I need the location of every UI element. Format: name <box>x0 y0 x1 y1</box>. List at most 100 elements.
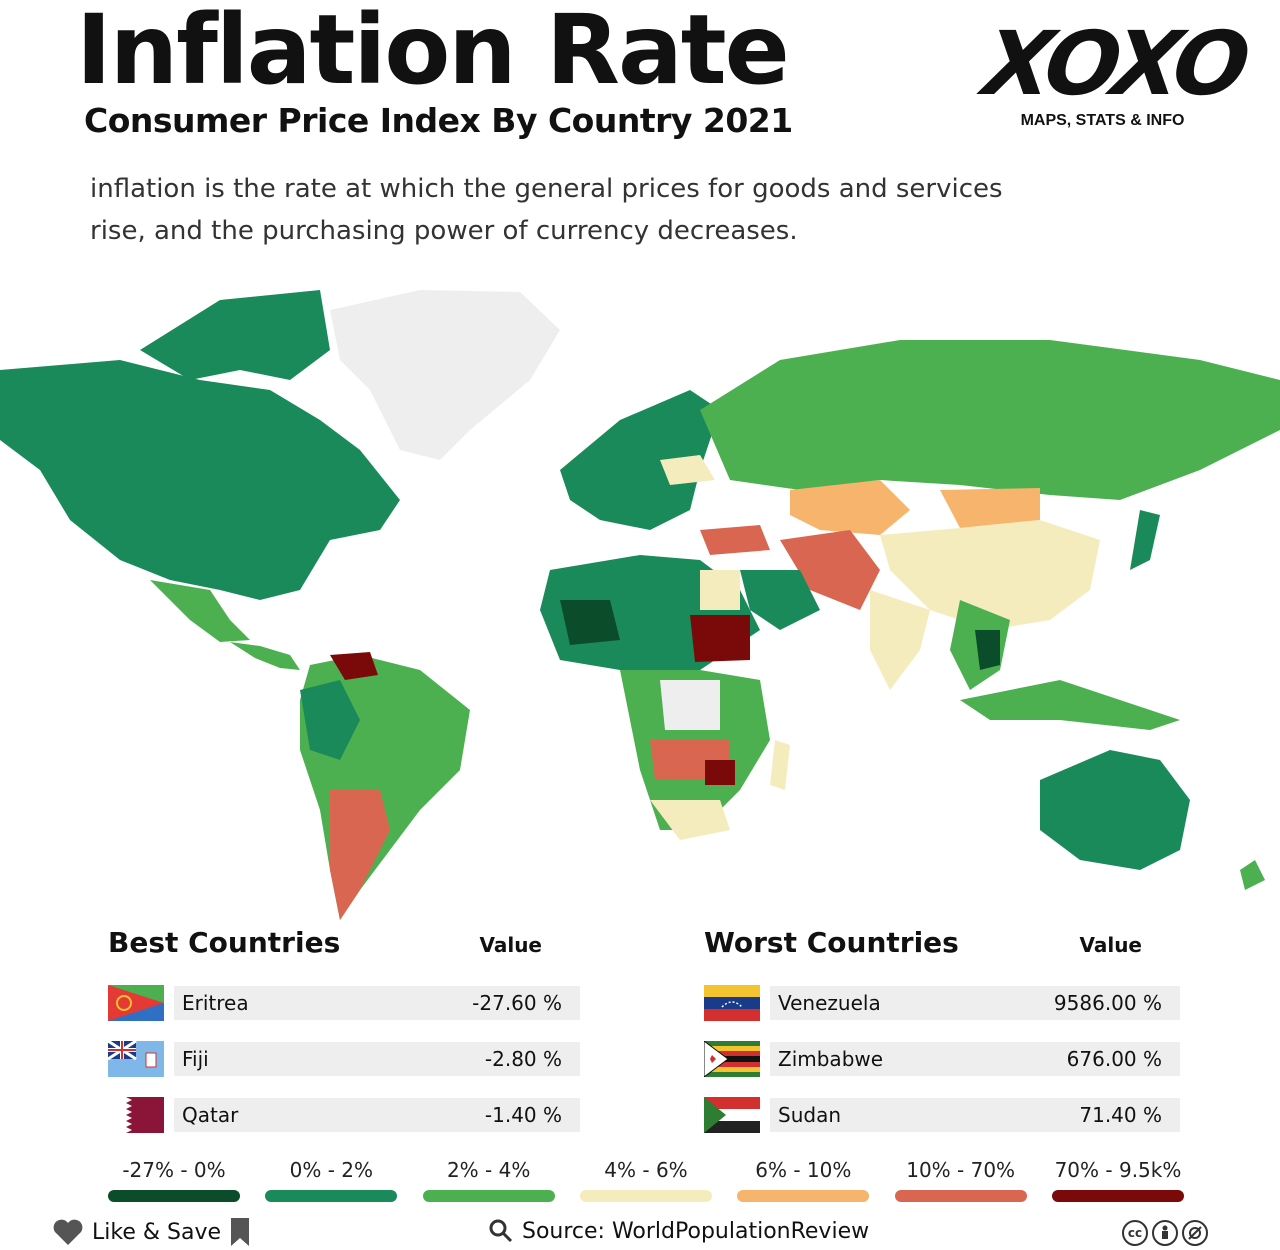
brand-tagline: MAPS, STATS & INFO <box>1020 112 1185 129</box>
zimbabwe <box>705 760 735 785</box>
legend-label: 6% - 10% <box>755 1158 852 1182</box>
worst-countries-table: Worst Countries Value Venezuela 9586.00 … <box>704 926 1180 1134</box>
zimbabwe-flag <box>704 1041 760 1077</box>
legend-label: -27% - 0% <box>122 1158 226 1182</box>
india <box>870 590 930 690</box>
page-subtitle: Consumer Price Index By Country 2021 <box>84 101 793 140</box>
worst-country-value: 71.40 % <box>1079 1103 1162 1127</box>
map-legend: -27% - 0% 0% - 2% 2% - 4% 4% - 6% 6% - 1… <box>108 1158 1184 1202</box>
table-row: Qatar -1.40 % <box>108 1096 580 1134</box>
iran <box>780 530 880 610</box>
russia <box>700 340 1280 500</box>
legend-label: 4% - 6% <box>604 1158 688 1182</box>
legend-label: 70% - 9.5k% <box>1054 1158 1182 1182</box>
brand-logo: XOXO <box>977 12 1253 115</box>
legend-swatch <box>422 1190 555 1202</box>
argentina <box>330 790 390 920</box>
worst-value-header: Value <box>1079 933 1142 957</box>
description-text: inflation is the rate at which the gener… <box>90 174 1003 246</box>
central-america <box>230 642 300 670</box>
west-africa-dark <box>560 600 620 645</box>
page-title: Inflation Rate <box>76 0 790 106</box>
legend-label: 2% - 4% <box>446 1158 531 1182</box>
legend-swatch <box>1051 1190 1184 1202</box>
best-country-value: -1.40 % <box>484 1103 562 1127</box>
search-icon <box>489 1219 513 1243</box>
thailand <box>975 630 1000 670</box>
legend-item: 10% - 70% <box>894 1158 1027 1202</box>
best-countries-title: Best Countries <box>108 926 341 959</box>
europe <box>560 390 720 530</box>
japan <box>1130 510 1160 570</box>
footer: Like & Save Source: WorldPopulationRevie… <box>0 1216 1280 1250</box>
best-country-name: Eritrea <box>182 991 249 1015</box>
legend-item: 0% - 2% <box>265 1158 398 1202</box>
legend-label: 10% - 70% <box>906 1158 1016 1182</box>
new-zealand <box>1240 860 1265 890</box>
table-row: Sudan 71.40 % <box>704 1096 1180 1134</box>
kazakhstan <box>790 480 910 535</box>
north-america <box>0 360 400 600</box>
saudi-arabia <box>740 570 820 630</box>
legend-item: 70% - 9.5k% <box>1051 1158 1184 1202</box>
legend-swatch <box>265 1190 398 1202</box>
legend-item: 2% - 4% <box>422 1158 555 1202</box>
license-icons: cc <box>1122 1220 1208 1246</box>
legend-item: 6% - 10% <box>737 1158 870 1202</box>
canada-islands <box>140 290 330 380</box>
worst-country-name: Venezuela <box>778 991 881 1015</box>
best-country-name: Fiji <box>182 1047 209 1071</box>
fiji-flag <box>108 1041 164 1077</box>
legend-label: 0% - 2% <box>289 1158 374 1182</box>
worst-country-name: Sudan <box>778 1103 841 1127</box>
legend-swatch <box>108 1190 240 1202</box>
turkey <box>700 525 770 555</box>
legend-item: -27% - 0% <box>108 1158 240 1202</box>
qatar-flag <box>108 1097 164 1133</box>
china <box>880 520 1100 630</box>
best-country-value: -2.80 % <box>484 1047 562 1071</box>
sudan <box>690 615 750 662</box>
venezuela <box>330 652 378 680</box>
source-text: Source: WorldPopulationReview <box>522 1218 870 1244</box>
mexico <box>150 580 250 642</box>
table-row: Fiji -2.80 % <box>108 1040 580 1078</box>
australia <box>1040 750 1190 870</box>
legend-item: 4% - 6% <box>579 1158 712 1202</box>
worst-country-value: 9586.00 % <box>1053 991 1162 1015</box>
worst-country-name: Zimbabwe <box>778 1047 884 1071</box>
table-row: Zimbabwe 676.00 % <box>704 1040 1180 1078</box>
legend-swatch <box>894 1190 1027 1202</box>
worst-country-value: 676.00 % <box>1066 1047 1162 1071</box>
egypt <box>700 570 740 610</box>
heart-icon <box>53 1219 83 1245</box>
eritrea-flag <box>108 985 164 1021</box>
best-value-header: Value <box>479 933 542 957</box>
legend-swatch <box>737 1190 870 1202</box>
sudan-flag <box>704 1097 760 1133</box>
best-country-name: Qatar <box>182 1103 239 1127</box>
mongolia <box>940 488 1040 528</box>
world-map <box>0 290 1280 920</box>
greenland <box>330 290 560 460</box>
worst-countries-title: Worst Countries <box>704 926 959 959</box>
legend-swatch <box>579 1190 712 1202</box>
by-icon <box>1152 1220 1178 1246</box>
best-countries-table: Best Countries Value Eritrea -27.60 % Fi… <box>108 926 580 1134</box>
table-row: Eritrea -27.60 % <box>108 984 580 1022</box>
nc-icon <box>1182 1220 1208 1246</box>
south-africa <box>650 800 730 840</box>
ukraine <box>660 455 715 485</box>
cc-icon: cc <box>1122 1220 1148 1246</box>
madagascar <box>770 740 790 790</box>
table-row: Venezuela 9586.00 % <box>704 984 1180 1022</box>
brand-logo-block: XOXO MAPS, STATS & INFO <box>978 12 1252 130</box>
best-country-value: -27.60 % <box>472 991 562 1015</box>
like-save-group[interactable]: Like & Save <box>52 1218 251 1246</box>
bookmark-icon <box>231 1218 250 1246</box>
venezuela-flag <box>704 985 760 1021</box>
like-save-label: Like & Save <box>92 1219 222 1245</box>
peru-colombia <box>300 680 360 760</box>
drc <box>660 680 720 730</box>
indonesia <box>960 680 1180 730</box>
